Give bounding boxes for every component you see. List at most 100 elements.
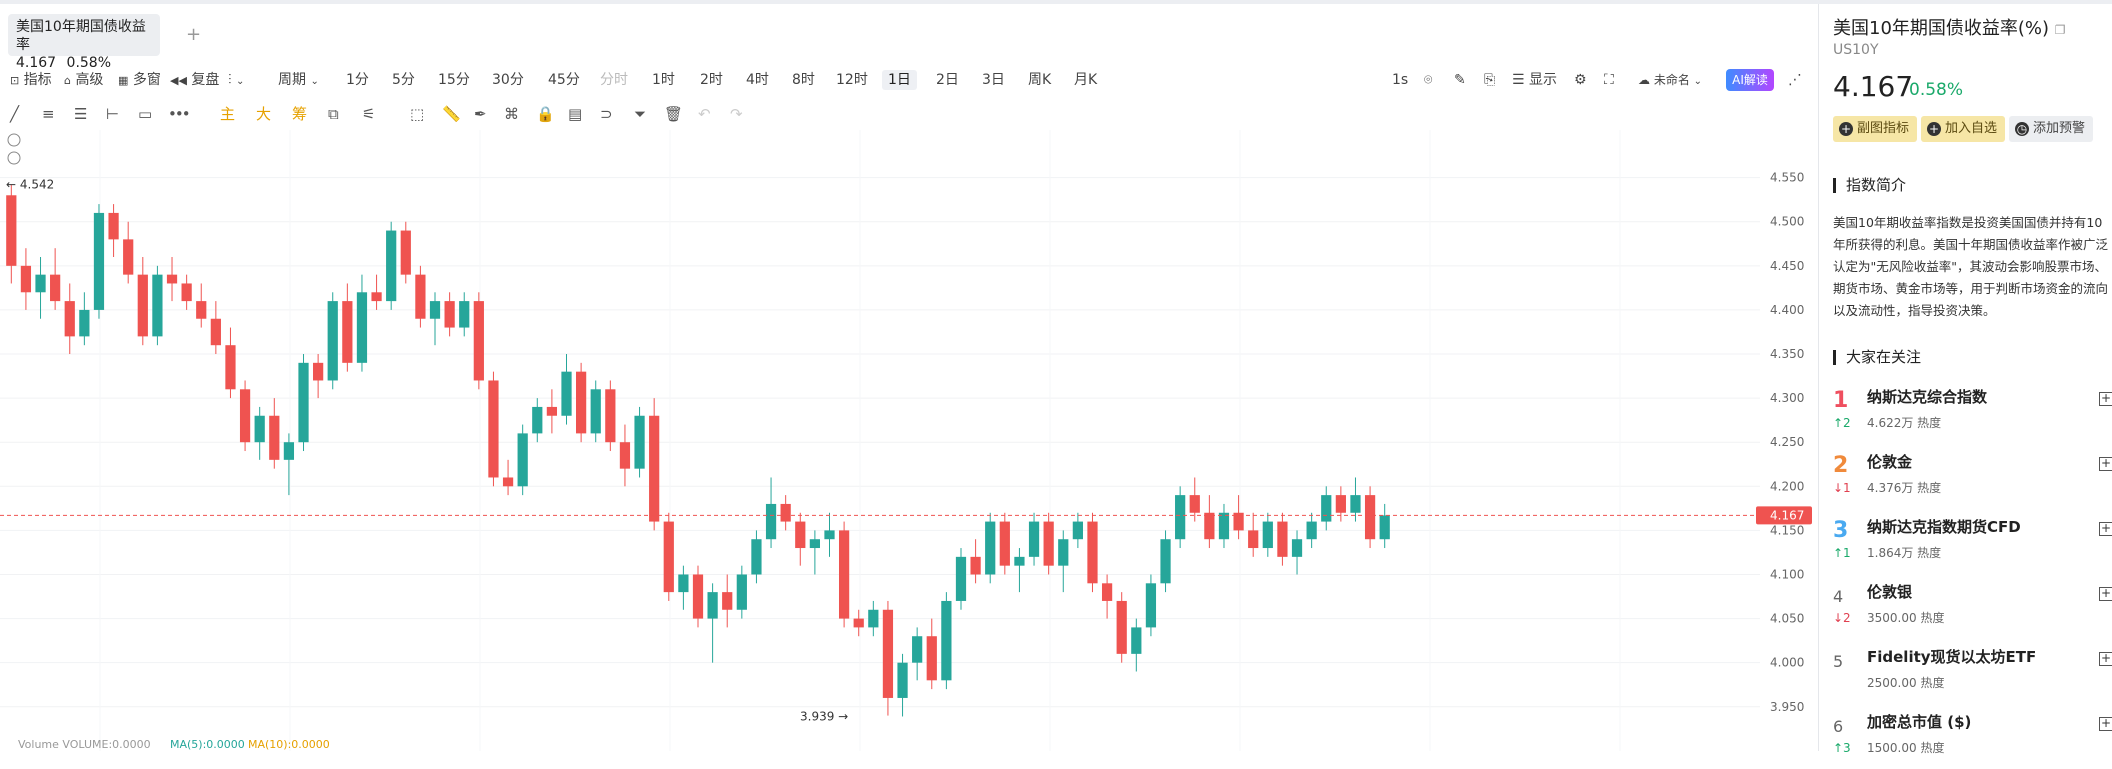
interval-8[interactable]: 4时 — [746, 72, 769, 88]
add-watchlist-button[interactable]: + 加入自选 — [1921, 116, 2006, 142]
settings-icon[interactable]: ⚙ — [1574, 72, 1587, 88]
edit-icon[interactable]: ✎ — [1454, 72, 1466, 88]
y-tick-label: 4.100 — [1770, 567, 1804, 581]
add-icon[interactable]: + — [2099, 586, 2112, 601]
trash-icon[interactable]: 🗑 — [664, 105, 684, 123]
add-icon[interactable]: + — [2099, 521, 2112, 536]
fullscreen-icon[interactable]: ⛶ — [1604, 72, 1614, 88]
pattern-icon[interactable]: ⌘ — [504, 105, 519, 123]
instrument-tab[interactable]: 美国10年期国债收益率 4.167 0.58% — [8, 14, 160, 71]
dotted-line-icon[interactable]: ••• — [168, 105, 191, 123]
interval-4[interactable]: 30分 — [492, 72, 524, 88]
ruler-icon[interactable]: 📏 — [442, 105, 461, 123]
layout-select[interactable]: ☁ 未命名 ⌄ — [1638, 73, 1703, 87]
watch-item[interactable]: 6 ↑3 加密总市值 ($) 1500.00 热度 + — [1833, 709, 2112, 769]
redo-icon[interactable]: ↷ — [730, 105, 743, 123]
interval-6[interactable]: 1时 — [652, 72, 675, 88]
watch-item-heat: 4.622万 热度 — [1867, 416, 1942, 430]
interval-7[interactable]: 2时 — [700, 72, 723, 88]
y-tick-label: 3.950 — [1770, 700, 1804, 714]
y-tick-label: 4.350 — [1770, 347, 1804, 361]
watch-item[interactable]: 2 ↓1 伦敦金 4.376万 热度 + — [1833, 449, 2112, 509]
advanced-button[interactable]: ⌂ 高级 — [64, 72, 104, 88]
watch-item[interactable]: 4 ↓2 伦敦银 3500.00 热度 + — [1833, 579, 2112, 639]
add-icon[interactable]: + — [2099, 456, 2112, 471]
share-icon[interactable]: ⋰ — [1788, 72, 1802, 88]
interval-0[interactable]: 分时 — [600, 72, 628, 88]
watch-item[interactable]: 1 ↑2 纳斯达克综合指数 4.622万 热度 + — [1833, 384, 2112, 444]
candle-body — [429, 301, 441, 319]
undo-icon[interactable]: ↶ — [698, 105, 711, 123]
replay-button[interactable]: ◀◀ 复盘 — [170, 72, 220, 88]
big-order-toggle[interactable]: 大 — [256, 105, 272, 123]
candle-body — [1160, 539, 1171, 584]
candle-body — [269, 415, 280, 460]
sub-indicator-button[interactable]: + 副图指标 — [1833, 116, 1918, 142]
candle-body — [1072, 521, 1083, 540]
interval-13[interactable]: 3日 — [982, 72, 1005, 88]
instrument-price: 4.167 — [1833, 70, 1914, 103]
ai-interpret-button[interactable]: AI解读 — [1726, 69, 1774, 91]
interval-12[interactable]: 2日 — [936, 72, 959, 88]
tag-icon[interactable]: ⬚ — [410, 105, 425, 123]
price-chart[interactable]: 4.550 4.500 4.450 4.400 4.350 4.300 4.250 4.200… — [0, 130, 1818, 751]
main-indicator-toggle[interactable]: 主 — [220, 105, 236, 123]
camera-icon[interactable]: ⌾ — [1424, 72, 1433, 88]
candle-body — [371, 292, 382, 302]
interval-1[interactable]: 1分 — [346, 72, 369, 88]
add-icon[interactable]: + — [2099, 716, 2112, 731]
interval-15[interactable]: 月K — [1074, 72, 1098, 88]
y-tick-label: 4.500 — [1770, 215, 1804, 229]
candle-body — [838, 530, 850, 619]
interval-14[interactable]: 周K — [1028, 72, 1052, 88]
candle-body — [1101, 583, 1113, 601]
interval-5[interactable]: 45分 — [548, 72, 580, 88]
horizontal-line-icon[interactable]: ⊢ — [106, 105, 120, 123]
watch-item-name: Fidelity现货以太坊ETF — [1867, 648, 2037, 666]
note-icon[interactable]: ▤ — [568, 105, 583, 123]
add-icon[interactable]: + — [2099, 391, 2112, 406]
chips-toggle[interactable]: 筹 — [292, 105, 308, 123]
watch-item-name: 纳斯达克指数期货CFD — [1867, 518, 2021, 536]
magnet-icon[interactable]: ⊃ — [600, 105, 613, 123]
tab-change: 0.58% — [66, 55, 112, 71]
watch-item[interactable]: 3 ↑1 纳斯达克指数期货CFD 1.864万 热度 + — [1833, 514, 2112, 574]
candle-body — [1350, 495, 1361, 513]
trend-line-icon[interactable]: ╱ — [10, 105, 20, 123]
add-tab-icon[interactable]: + — [186, 24, 202, 45]
watch-item[interactable]: 5 Fidelity现货以太坊ETF 2500.00 热度 + — [1833, 644, 2112, 704]
multi-window-button[interactable]: ▦ 多窗 — [118, 72, 161, 88]
candle-body — [1204, 512, 1215, 540]
lock-icon[interactable]: 🔒 — [536, 105, 555, 123]
display-button[interactable]: ☰ 显示 — [1512, 72, 1558, 88]
add-icon[interactable]: + — [2099, 651, 2112, 666]
interval-9[interactable]: 8时 — [792, 72, 815, 88]
candle-body — [1218, 512, 1230, 540]
indicator-button[interactable]: ⊡ 指标 — [10, 72, 52, 88]
interval-10[interactable]: 12时 — [836, 72, 868, 88]
candle-body — [634, 415, 645, 469]
fib-lines-icon[interactable]: ☰ — [74, 105, 88, 123]
filter-icon[interactable]: ⏷ — [634, 105, 647, 123]
interval-2[interactable]: 5分 — [392, 72, 415, 88]
rectangle-icon[interactable]: ▭ — [138, 105, 153, 123]
period-button[interactable]: 周期 ⌄ — [278, 72, 319, 88]
candlestick-chart[interactable]: 4.550 4.500 4.450 4.400 4.350 4.300 4.250 4.200… — [0, 130, 1818, 751]
parallel-lines-icon[interactable]: ≡ — [42, 105, 55, 123]
link-icon[interactable]: ⎘ — [1484, 72, 1496, 88]
add-alert-button[interactable]: ◷ 添加预警 — [2009, 116, 2094, 142]
chart-type-button[interactable]: ⫶ ⌄ — [228, 70, 244, 92]
brush-icon[interactable]: ⚟ — [362, 105, 376, 123]
pen-icon[interactable]: ✒ — [474, 105, 487, 123]
refresh-rate[interactable]: 1s — [1392, 72, 1409, 88]
interval-11[interactable]: 1日 — [882, 70, 917, 90]
candle-body — [1262, 521, 1273, 549]
candle-body — [605, 389, 616, 443]
compare-icon[interactable]: ⧉ — [328, 105, 339, 123]
advanced-icon: ⌂ — [64, 74, 71, 87]
tab-quote: 4.167 0.58% — [16, 54, 152, 72]
copy-icon[interactable]: ❐ — [2054, 23, 2066, 37]
interval-3[interactable]: 15分 — [438, 72, 470, 88]
candle-body — [809, 539, 820, 549]
plus-icon: + — [1839, 122, 1853, 136]
